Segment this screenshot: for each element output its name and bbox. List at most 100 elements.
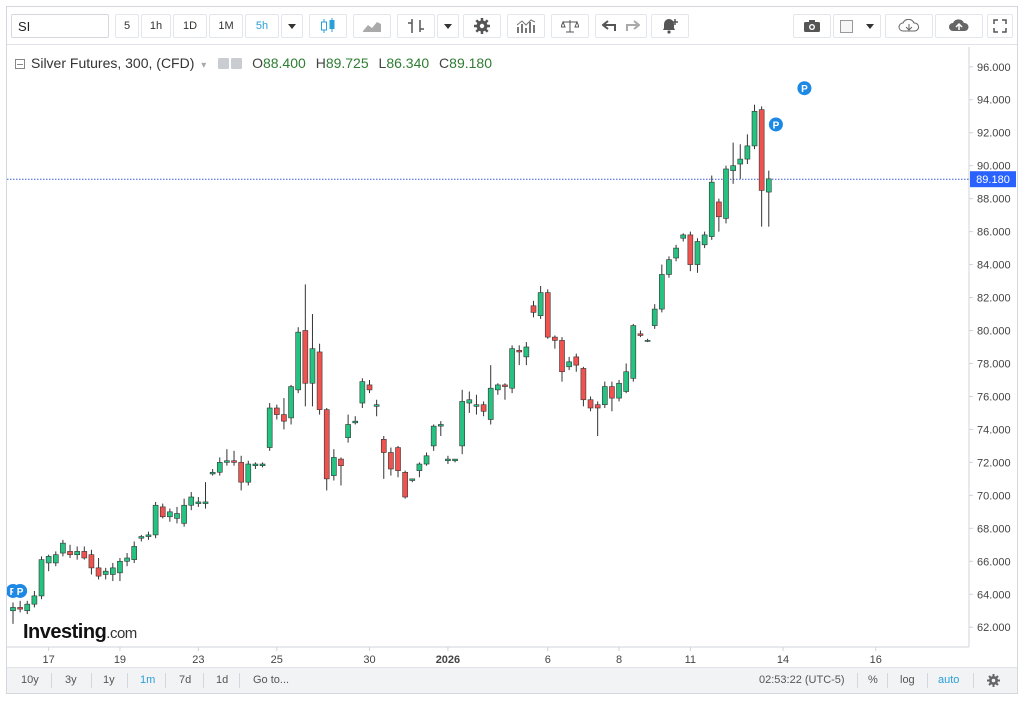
candle-body bbox=[445, 458, 451, 462]
candle-body bbox=[751, 110, 758, 147]
candle-body bbox=[259, 463, 266, 466]
interval-1h-button[interactable]: 1h bbox=[141, 14, 171, 38]
alert-button[interactable] bbox=[651, 14, 689, 38]
candle-body bbox=[723, 168, 729, 219]
candle-body bbox=[95, 567, 102, 577]
style-dropdown-button[interactable] bbox=[437, 14, 459, 38]
y-tick-label: 94.000 bbox=[977, 95, 1011, 107]
series-menu-icon[interactable]: ▾ bbox=[201, 60, 207, 71]
candles-style-button[interactable] bbox=[309, 14, 347, 38]
range-7d-button[interactable]: 7d bbox=[179, 674, 192, 686]
candle-body bbox=[459, 401, 465, 447]
indicators-button[interactable] bbox=[507, 14, 545, 38]
load-chart-button[interactable] bbox=[885, 14, 933, 38]
x-tick-label: 30 bbox=[363, 654, 375, 666]
divider bbox=[239, 673, 240, 688]
price-chart[interactable]: 62.000 64.000 66.000 68.000 70.000 72.000 74.0… bbox=[7, 7, 1017, 667]
collapse-legend-icon[interactable] bbox=[15, 59, 25, 69]
fullscreen-button[interactable] bbox=[987, 14, 1013, 38]
y-tick-label: 86.000 bbox=[977, 227, 1011, 239]
log-scale-button[interactable]: log bbox=[900, 674, 915, 686]
x-tick-label: 19 bbox=[114, 654, 126, 666]
range-10y-button[interactable]: 10y bbox=[21, 674, 39, 686]
caret-down-icon bbox=[288, 24, 296, 29]
candle-body bbox=[323, 409, 330, 480]
candle-body bbox=[409, 478, 416, 481]
candle-body bbox=[395, 447, 401, 471]
settings-small-icon[interactable] bbox=[231, 58, 243, 69]
last-price-tag bbox=[970, 171, 1016, 188]
visibility-icon[interactable] bbox=[218, 58, 230, 69]
save-chart-button[interactable] bbox=[935, 14, 983, 38]
event-marker-label: P bbox=[773, 120, 780, 131]
gear-icon[interactable] bbox=[987, 674, 1000, 687]
undo-redo-group bbox=[595, 14, 647, 38]
candle-body bbox=[516, 349, 523, 353]
expand-icon bbox=[993, 19, 1007, 33]
range-3y-button[interactable]: 3y bbox=[65, 674, 77, 686]
settings-button[interactable] bbox=[463, 14, 501, 38]
candle-body bbox=[430, 425, 437, 447]
event-marker-label: P bbox=[17, 587, 24, 598]
candle-body bbox=[145, 534, 152, 537]
snapshot-button[interactable] bbox=[793, 14, 831, 38]
candle-body bbox=[758, 109, 765, 191]
goto-button[interactable]: Go to... bbox=[253, 674, 290, 686]
y-tick-label: 70.000 bbox=[977, 490, 1011, 502]
candle-body bbox=[110, 567, 116, 575]
indicators-icon bbox=[516, 19, 536, 33]
candle-body bbox=[380, 439, 387, 453]
candle-body bbox=[331, 457, 337, 476]
divider bbox=[927, 673, 928, 688]
candle-body bbox=[523, 346, 530, 358]
y-tick-label: 84.000 bbox=[977, 260, 1011, 272]
range-1m-button[interactable]: 1m bbox=[140, 674, 156, 686]
candle-body bbox=[559, 340, 565, 373]
undo-icon[interactable] bbox=[602, 20, 616, 32]
close-label: C bbox=[439, 55, 450, 71]
area-style-button[interactable] bbox=[353, 14, 391, 38]
interval-5-button[interactable]: 5 bbox=[115, 14, 139, 38]
symbol-input[interactable]: SI bbox=[11, 14, 109, 38]
x-tick-label: 6 bbox=[545, 654, 551, 666]
interval-dropdown-button[interactable] bbox=[281, 14, 303, 38]
color-picker-button[interactable] bbox=[833, 14, 881, 38]
scale-icon bbox=[561, 20, 579, 33]
bar-style-button[interactable] bbox=[397, 14, 435, 38]
close-value: 89.180 bbox=[449, 55, 492, 71]
candle-body bbox=[737, 158, 744, 165]
percent-scale-button[interactable]: % bbox=[868, 674, 878, 686]
candle-body bbox=[651, 308, 658, 326]
interval-1d-button[interactable]: 1D bbox=[173, 14, 207, 38]
interval-5h-button[interactable]: 5h bbox=[245, 14, 279, 38]
open-value: 88.400 bbox=[262, 55, 306, 71]
series-legend: Silver Futures, 300, (CFD) ▾ O88.400 H89… bbox=[15, 55, 492, 75]
x-tick-label: 8 bbox=[616, 654, 622, 666]
y-tick-label: 66.000 bbox=[977, 556, 1011, 568]
gear-icon bbox=[474, 18, 490, 34]
last-price-label: 89.180 bbox=[976, 174, 1010, 186]
event-marker[interactable] bbox=[13, 583, 28, 598]
candle-body bbox=[601, 386, 608, 405]
compare-button[interactable] bbox=[551, 14, 589, 38]
range-1y-button[interactable]: 1y bbox=[103, 674, 115, 686]
y-tick-label: 96.000 bbox=[977, 62, 1011, 74]
auto-scale-button[interactable]: auto bbox=[938, 674, 960, 686]
candle-body bbox=[509, 348, 515, 389]
redo-icon[interactable] bbox=[626, 20, 640, 32]
event-marker[interactable] bbox=[768, 117, 783, 132]
y-tick-label: 78.000 bbox=[977, 358, 1011, 370]
candle-body bbox=[530, 305, 537, 313]
caret-down-icon bbox=[866, 24, 874, 29]
range-1d-button[interactable]: 1d bbox=[216, 674, 229, 686]
clock-readout: 02:53:22 (UTC-5) bbox=[759, 674, 845, 686]
candle-body bbox=[473, 404, 480, 407]
event-marker[interactable] bbox=[797, 81, 812, 96]
candle-body bbox=[266, 407, 273, 448]
interval-1m-button[interactable]: 1M bbox=[209, 14, 243, 38]
candle-body bbox=[231, 460, 237, 463]
logo-brand: Investing bbox=[23, 621, 107, 643]
chart-widget: SI 5 1h 1D 1M 5h bbox=[6, 6, 1018, 694]
event-marker-label: P bbox=[801, 84, 808, 95]
candle-body bbox=[594, 404, 601, 409]
